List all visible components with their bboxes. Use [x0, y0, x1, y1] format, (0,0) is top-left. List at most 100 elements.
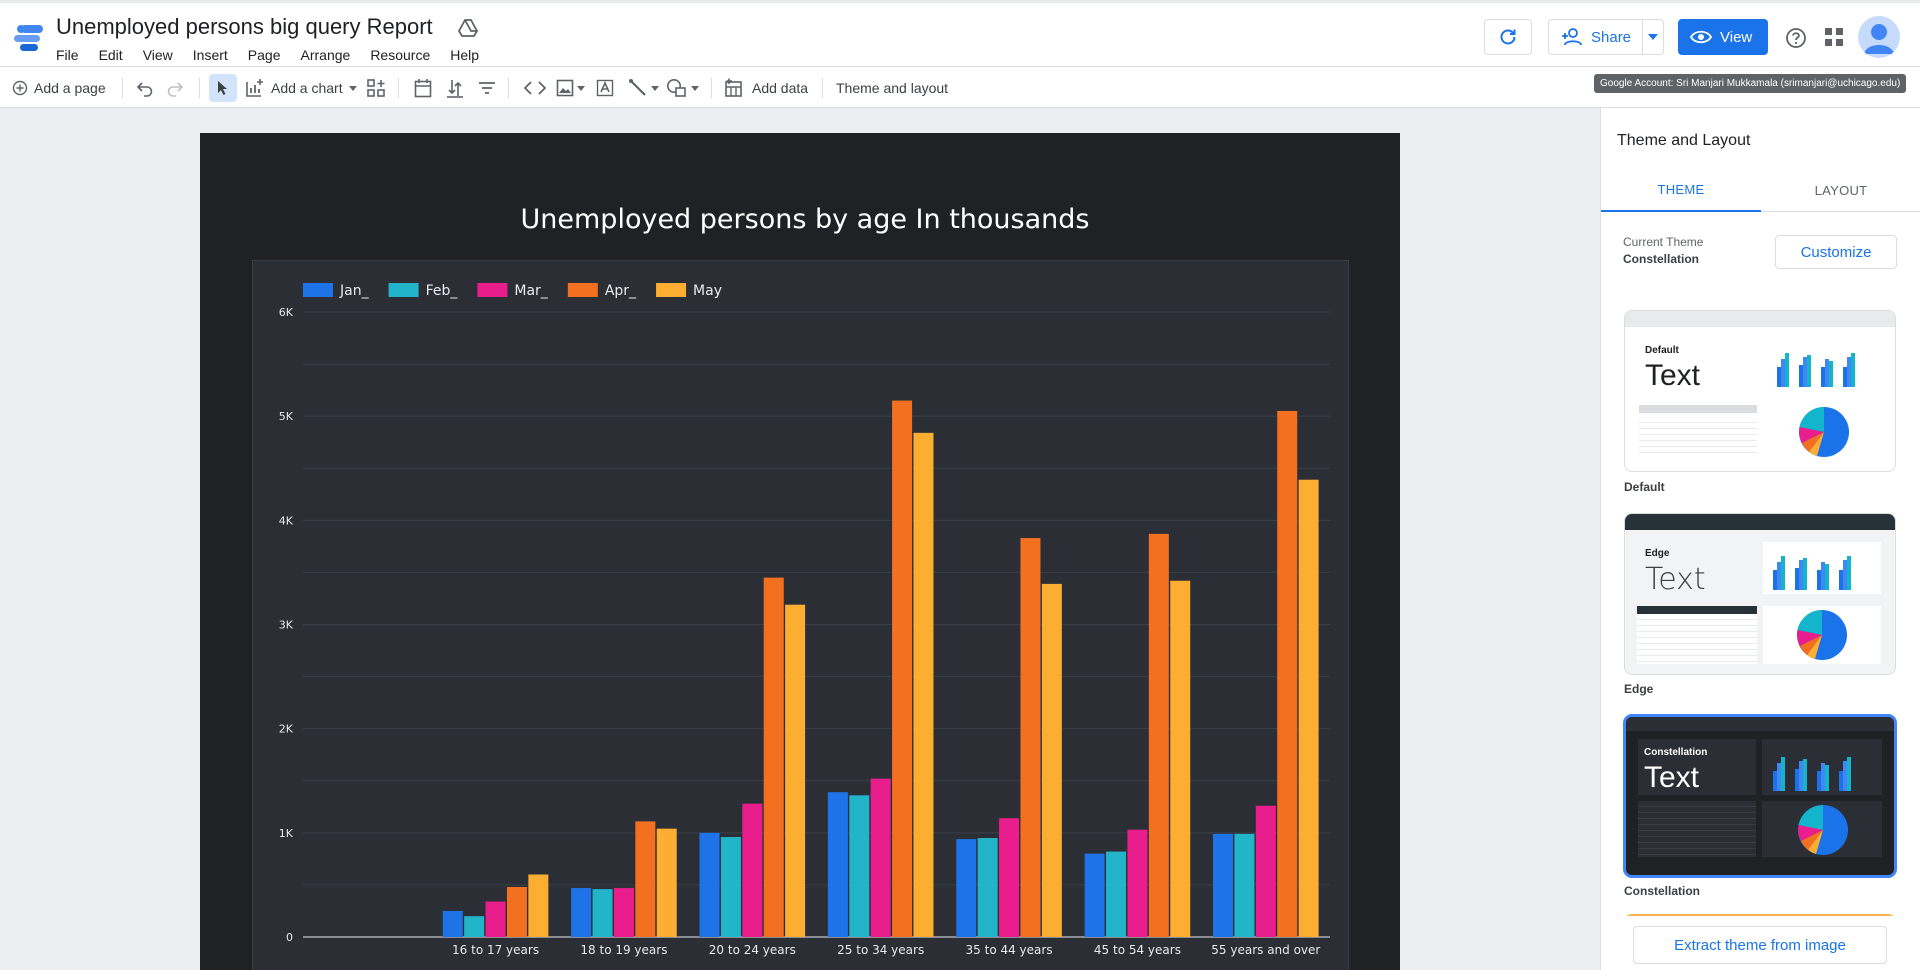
date-range-control-button[interactable]: [414, 67, 432, 109]
add-chart-icon: [246, 79, 263, 97]
x-tick-label: 18 to 19 years: [580, 943, 667, 957]
y-tick-label: 2K: [279, 723, 294, 736]
report-page[interactable]: Unemployed persons by age In thousands 0…: [200, 133, 1400, 970]
community-viz-button[interactable]: [366, 67, 386, 109]
theme-layout-panel: Theme and Layout THEME LAYOUT Current Th…: [1600, 108, 1920, 970]
looker-studio-logo-icon[interactable]: [12, 19, 46, 55]
code-brackets-icon: [524, 81, 546, 95]
tab-theme[interactable]: THEME: [1601, 168, 1761, 212]
bar: [1170, 580, 1191, 937]
select-tool-button[interactable]: [209, 74, 237, 102]
bar: [720, 837, 741, 937]
text-box-button[interactable]: [596, 67, 614, 109]
legend-label: Apr_: [605, 283, 637, 299]
add-data-label: Add data: [752, 80, 809, 96]
theme-card-edge[interactable]: Edge Text: [1624, 513, 1896, 675]
redo-button[interactable]: [166, 67, 184, 109]
share-options-button[interactable]: [1643, 34, 1663, 40]
caret-down-icon: [348, 85, 357, 91]
caret-down-icon: [691, 85, 699, 91]
add-data-button[interactable]: Add data: [724, 67, 808, 109]
panel-title: Theme and Layout: [1617, 132, 1751, 149]
account-avatar[interactable]: [1858, 16, 1900, 58]
shape-button[interactable]: [666, 67, 699, 109]
card-table-rows: [1639, 417, 1757, 457]
add-chart-button[interactable]: Add a chart: [245, 67, 357, 109]
apps-grid-icon[interactable]: [1825, 28, 1843, 46]
bar: [613, 888, 634, 937]
filter-control-button[interactable]: [478, 67, 496, 109]
card-sample-text: Text: [1644, 761, 1700, 794]
menu-help[interactable]: Help: [450, 47, 480, 63]
extract-theme-button[interactable]: Extract theme from image: [1633, 926, 1887, 964]
refresh-data-button[interactable]: [1484, 19, 1532, 55]
bar: [763, 577, 784, 937]
menu-arrange[interactable]: Arrange: [300, 47, 351, 63]
y-tick-label: 3K: [279, 619, 294, 632]
bar: [1213, 833, 1234, 937]
card-sample-text: Text: [1645, 562, 1706, 597]
toolbar-divider: [122, 78, 123, 98]
view-button[interactable]: View: [1678, 19, 1768, 55]
menu-view[interactable]: View: [142, 47, 173, 63]
undo-button[interactable]: [136, 67, 154, 109]
theme-name-constellation: Constellation: [1624, 884, 1701, 898]
bar: [1277, 410, 1298, 937]
bar: [699, 832, 720, 937]
sort-swap-icon: [447, 80, 463, 98]
share-button-group: Share: [1548, 19, 1664, 55]
embed-url-button[interactable]: [524, 67, 546, 109]
line-button[interactable]: [628, 67, 659, 109]
legend-label: Jan_: [339, 283, 370, 299]
menu-resource[interactable]: Resource: [370, 47, 431, 63]
bar: [592, 889, 613, 937]
drive-icon[interactable]: [458, 19, 478, 37]
bar-chart-component[interactable]: 0 1K 2K 3K 4K 5K 6K 16 to 17 years 18 to 19 year…: [252, 260, 1349, 970]
filter-lines-icon: [479, 82, 495, 94]
image-button[interactable]: [556, 67, 585, 109]
theme-card-constellation[interactable]: Constellation Text: [1624, 715, 1896, 877]
components-icon: [367, 79, 385, 97]
text-box-icon: [596, 79, 614, 97]
add-page-button[interactable]: Add a page: [12, 67, 106, 109]
bar: [849, 795, 870, 937]
theme-and-layout-button[interactable]: Theme and layout: [836, 67, 948, 109]
card-pie-icon: [1798, 805, 1848, 855]
menu-bar: File Edit View Insert Page Arrange Resou…: [56, 47, 489, 63]
data-control-button[interactable]: [446, 67, 464, 109]
add-page-label: Add a page: [34, 80, 106, 96]
tab-layout[interactable]: LAYOUT: [1814, 182, 1868, 198]
image-icon: [556, 79, 574, 97]
menu-page[interactable]: Page: [247, 47, 281, 63]
y-tick-label: 0: [286, 931, 293, 944]
report-canvas: Unemployed persons by age In thousands 0…: [0, 108, 1600, 970]
help-icon[interactable]: [1785, 27, 1807, 49]
card-text-bg: [1638, 739, 1756, 795]
share-button[interactable]: Share: [1549, 20, 1643, 54]
customize-button[interactable]: Customize: [1775, 235, 1897, 269]
bar: [1127, 829, 1148, 937]
line-icon: [629, 79, 646, 96]
toolbar-divider: [398, 78, 399, 98]
bar: [1020, 538, 1041, 937]
report-heading[interactable]: Unemployed persons by age In thousands: [520, 204, 1090, 235]
current-theme-value: Constellation: [1623, 252, 1700, 266]
bar: [506, 887, 527, 937]
report-title-input[interactable]: Unemployed persons big query Report: [56, 14, 433, 39]
theme-and-layout-label: Theme and layout: [836, 80, 949, 96]
bar: [1234, 833, 1255, 937]
legend-swatch: [656, 283, 687, 297]
menu-file[interactable]: File: [56, 47, 79, 63]
bar: [892, 400, 913, 937]
theme-card-default[interactable]: Default Text: [1624, 310, 1896, 472]
menu-insert[interactable]: Insert: [192, 47, 228, 63]
shapes-icon: [667, 79, 686, 97]
menu-edit[interactable]: Edit: [98, 47, 123, 63]
card-header-bar: [1626, 717, 1894, 731]
toolbar-divider: [199, 78, 200, 98]
bar: [999, 818, 1020, 937]
bar: [656, 828, 677, 937]
card-table-rows: [1638, 801, 1756, 857]
card-header-bar: [1625, 311, 1895, 327]
legend-swatch: [477, 283, 508, 297]
